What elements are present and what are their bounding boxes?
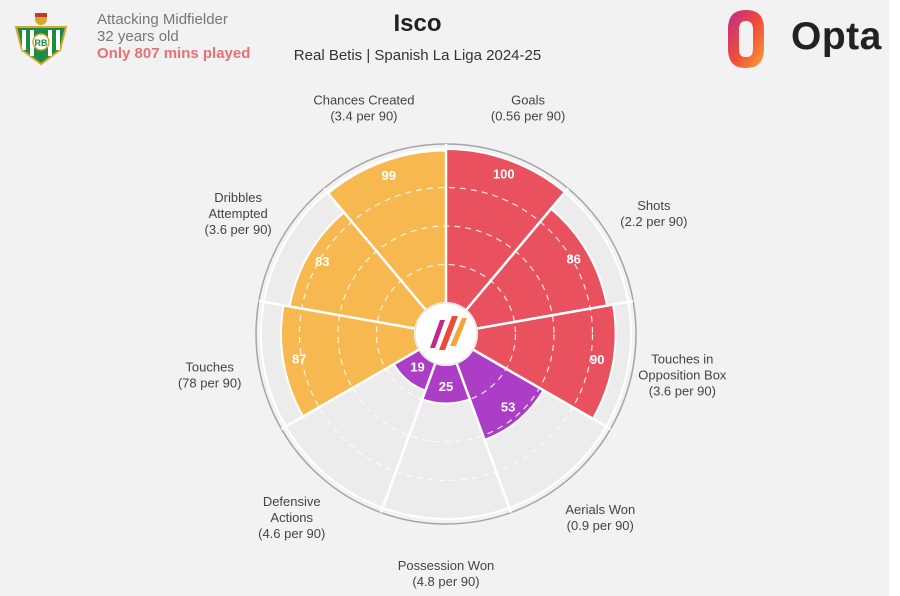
slice-value-label: 86 — [566, 252, 580, 267]
slice-divider — [464, 187, 570, 312]
page-title: Isco — [393, 10, 442, 37]
slice-axis-label: Opposition Box — [638, 368, 727, 383]
slice-axis-label: Dribbles — [214, 190, 262, 205]
slice-value-label: 19 — [410, 359, 424, 374]
slice-axis-label: Actions — [270, 510, 313, 525]
slice-axis-label: (0.56 per 90) — [491, 108, 565, 123]
slice-axis-label: (0.9 per 90) — [567, 518, 634, 533]
slice-value-label: 83 — [315, 254, 329, 269]
player-position: Attacking Midfielder — [97, 11, 228, 28]
slice-value-label: 100 — [493, 167, 515, 182]
player-age: 32 years old — [97, 28, 179, 45]
slice-axis-label: Goals — [511, 92, 545, 107]
slice-value-label: 90 — [590, 352, 604, 367]
page-subtitle: Real Betis | Spanish La Liga 2024-25 — [293, 47, 542, 64]
slice-axis-label: Touches in — [651, 352, 713, 367]
slice-divider — [280, 348, 420, 431]
slice-divider — [472, 348, 612, 431]
opta-mark-icon — [430, 316, 467, 350]
minutes-played-note: Only 807 mins played — [97, 45, 251, 62]
slice-value-label: 99 — [381, 168, 395, 183]
opta-logo-text: Opta — [791, 15, 882, 58]
slice-axis-label: (78 per 90) — [178, 376, 242, 391]
slice-axis-label: (4.8 per 90) — [412, 574, 479, 589]
grid-ring — [375, 263, 517, 405]
opta-logo-icon — [728, 10, 764, 68]
slice-axis-label: (3.4 per 90) — [330, 108, 397, 123]
slice-axis-label: Shots — [637, 198, 671, 213]
slice-axis-label: (2.2 per 90) — [620, 214, 687, 229]
slice-value-label: 25 — [439, 379, 453, 394]
slice-axis-label: Touches — [185, 360, 234, 375]
page-margin — [889, 0, 900, 596]
slice-divider — [455, 362, 513, 513]
slice-axis-label: (3.6 per 90) — [205, 222, 272, 237]
grid-ring — [298, 186, 594, 482]
slice-axis-label: Aerials Won — [565, 502, 635, 517]
slice-axis-label: Defensive — [263, 494, 321, 509]
slice-divider — [258, 299, 416, 330]
svg-text:RB: RB — [35, 38, 48, 48]
slice-value-label: 87 — [292, 351, 306, 366]
slice-value-label: 53 — [501, 399, 515, 414]
slice-divider — [476, 299, 634, 330]
slice-axis-label: (4.6 per 90) — [258, 526, 325, 541]
slice-axis-label: Chances Created — [313, 92, 414, 107]
slice-divider — [322, 187, 428, 312]
slice-axis-label: Attempted — [209, 206, 268, 221]
slice-divider — [379, 362, 437, 513]
real-betis-crest-icon: RB — [14, 13, 68, 66]
slice-axis-label: (3.6 per 90) — [649, 384, 716, 399]
slice-axis-label: Possession Won — [398, 558, 495, 573]
